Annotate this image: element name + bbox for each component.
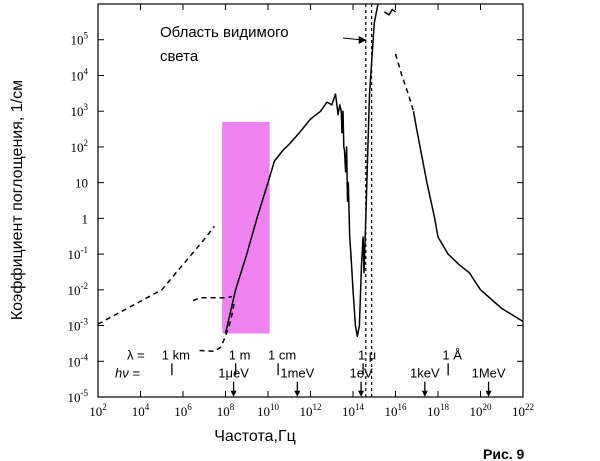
scale-markers: λ = 1 km 1 m 1 cm 1 μ 1 Å hν = 1μeV 1meV 1eV 1keV 1… (115, 347, 506, 397)
figure-label: Рис. 9 (483, 446, 525, 461)
energy-label-1: 1meV (280, 366, 314, 381)
wavelength-label-0: 1 km (162, 347, 190, 362)
x-tick-label-6: 1014 (342, 402, 365, 419)
energy-arrowhead-4 (485, 390, 492, 397)
series-line-1 (192, 295, 233, 302)
energy-label-2: 1eV (350, 366, 373, 381)
y-tick-label-4: 10-1 (68, 245, 89, 262)
wavelength-label-3: 1 μ (358, 347, 376, 362)
y-tick-label-2: 10-3 (68, 317, 89, 334)
energy-label-3: 1keV (410, 366, 440, 381)
y-tick-label-5: 1 (82, 211, 89, 226)
x-tick-label-7: 1016 (385, 402, 408, 419)
wavelength-label-2: 1 cm (268, 347, 296, 362)
x-ticks: 102 104 106 108 1010 1012 1014 1016 1018 1020 1022 (89, 4, 534, 419)
series-line-4 (384, 8, 396, 16)
band-layer (222, 121, 270, 334)
wavelength-label-1: 1 m (229, 347, 251, 362)
y-tick-label-3: 10-2 (68, 281, 89, 298)
energy-arrowhead-1 (294, 390, 301, 397)
y-tick-label-8: 103 (71, 102, 89, 119)
x-tick-label-1: 104 (132, 402, 150, 419)
series-line-3 (224, 3, 379, 338)
energy-arrowhead-0 (230, 390, 237, 397)
wavelength-label-4: 1 Å (442, 347, 462, 362)
highlight-band (222, 121, 270, 334)
y-tick-label-6: 10 (75, 176, 88, 191)
x-tick-label-4: 1010 (257, 402, 280, 419)
series-line-6 (412, 111, 524, 323)
x-tick-label-8: 1018 (427, 402, 450, 419)
energy-arrowhead-2 (358, 390, 365, 397)
x-tick-label-9: 1020 (470, 402, 493, 419)
series-line-5 (394, 53, 415, 112)
y-tick-label-9: 104 (71, 66, 89, 83)
y-tick-label-0: 10-5 (68, 388, 89, 405)
energy-symbol: hν = (115, 366, 140, 381)
visible-light-arrowhead (358, 36, 367, 44)
visible-light-annotation-line1: Область видимого (160, 24, 289, 41)
x-tick-label-5: 1012 (300, 402, 322, 419)
series-line-0 (97, 225, 215, 325)
annotation-layer: Область видимого света (160, 24, 367, 65)
visible-light-annotation-line2: света (160, 48, 199, 65)
y-ticks: 10-5 10-4 10-3 10-2 10-1 1 10 102 103 104 105 (68, 31, 523, 405)
x-axis-title: Частота,Гц (214, 428, 296, 445)
x-tick-label-10: 1022 (512, 402, 534, 419)
series-layer (97, 3, 524, 353)
energy-label-4: 1MeV (472, 366, 506, 381)
x-tick-label-2: 106 (174, 402, 192, 419)
x-tick-label-3: 108 (217, 402, 235, 419)
y-tick-label-10: 105 (71, 31, 89, 48)
y-axis-title: Коэффициент поглощения, 1/см (9, 80, 26, 320)
energy-arrowhead-3 (421, 390, 428, 397)
x-tick-label-0: 102 (89, 402, 107, 419)
wavelength-symbol: λ = (127, 347, 145, 362)
y-tick-label-1: 10-4 (68, 352, 89, 369)
series-line-2 (199, 303, 235, 353)
y-tick-label-7: 102 (71, 138, 89, 155)
energy-label-0: 1μeV (218, 366, 249, 381)
